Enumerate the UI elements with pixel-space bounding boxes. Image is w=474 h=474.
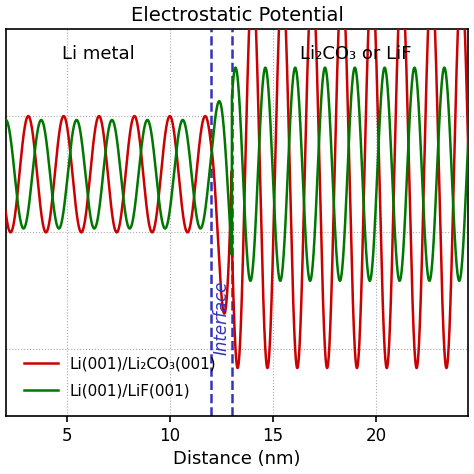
Li(001)/Li₂CO₃(001) bbox=[26, 114, 32, 119]
Li(001)/Li₂CO₃(001) bbox=[414, 365, 419, 371]
Line: Li(001)/Li₂CO₃(001): Li(001)/Li₂CO₃(001) bbox=[6, 0, 468, 368]
Li(001)/LiF(001) bbox=[26, 203, 32, 209]
Legend: Li(001)/Li₂CO₃(001), Li(001)/LiF(001): Li(001)/Li₂CO₃(001), Li(001)/LiF(001) bbox=[18, 350, 222, 405]
Title: Electrostatic Potential: Electrostatic Potential bbox=[130, 6, 344, 25]
Li(001)/LiF(001) bbox=[170, 179, 176, 184]
Text: Interface: Interface bbox=[212, 281, 230, 356]
Li(001)/LiF(001) bbox=[3, 117, 9, 123]
Li(001)/LiF(001) bbox=[277, 277, 283, 283]
Li(001)/Li₂CO₃(001) bbox=[346, 143, 352, 148]
Li(001)/Li₂CO₃(001) bbox=[170, 123, 176, 129]
Li(001)/LiF(001) bbox=[456, 278, 462, 283]
Text: Li₂CO₃ or LiF: Li₂CO₃ or LiF bbox=[300, 45, 411, 63]
Li(001)/LiF(001) bbox=[465, 133, 471, 139]
Li(001)/LiF(001) bbox=[346, 141, 352, 146]
Li(001)/Li₂CO₃(001) bbox=[297, 340, 302, 346]
Li(001)/Li₂CO₃(001) bbox=[277, 11, 283, 17]
Li(001)/Li₂CO₃(001) bbox=[3, 208, 9, 214]
Text: Li metal: Li metal bbox=[62, 45, 135, 63]
Li(001)/LiF(001) bbox=[297, 109, 302, 115]
Li(001)/LiF(001) bbox=[371, 247, 376, 253]
Li(001)/Li₂CO₃(001) bbox=[465, 157, 471, 163]
Line: Li(001)/LiF(001): Li(001)/LiF(001) bbox=[6, 68, 468, 281]
X-axis label: Distance (nm): Distance (nm) bbox=[173, 450, 301, 468]
Li(001)/LiF(001) bbox=[233, 65, 238, 71]
